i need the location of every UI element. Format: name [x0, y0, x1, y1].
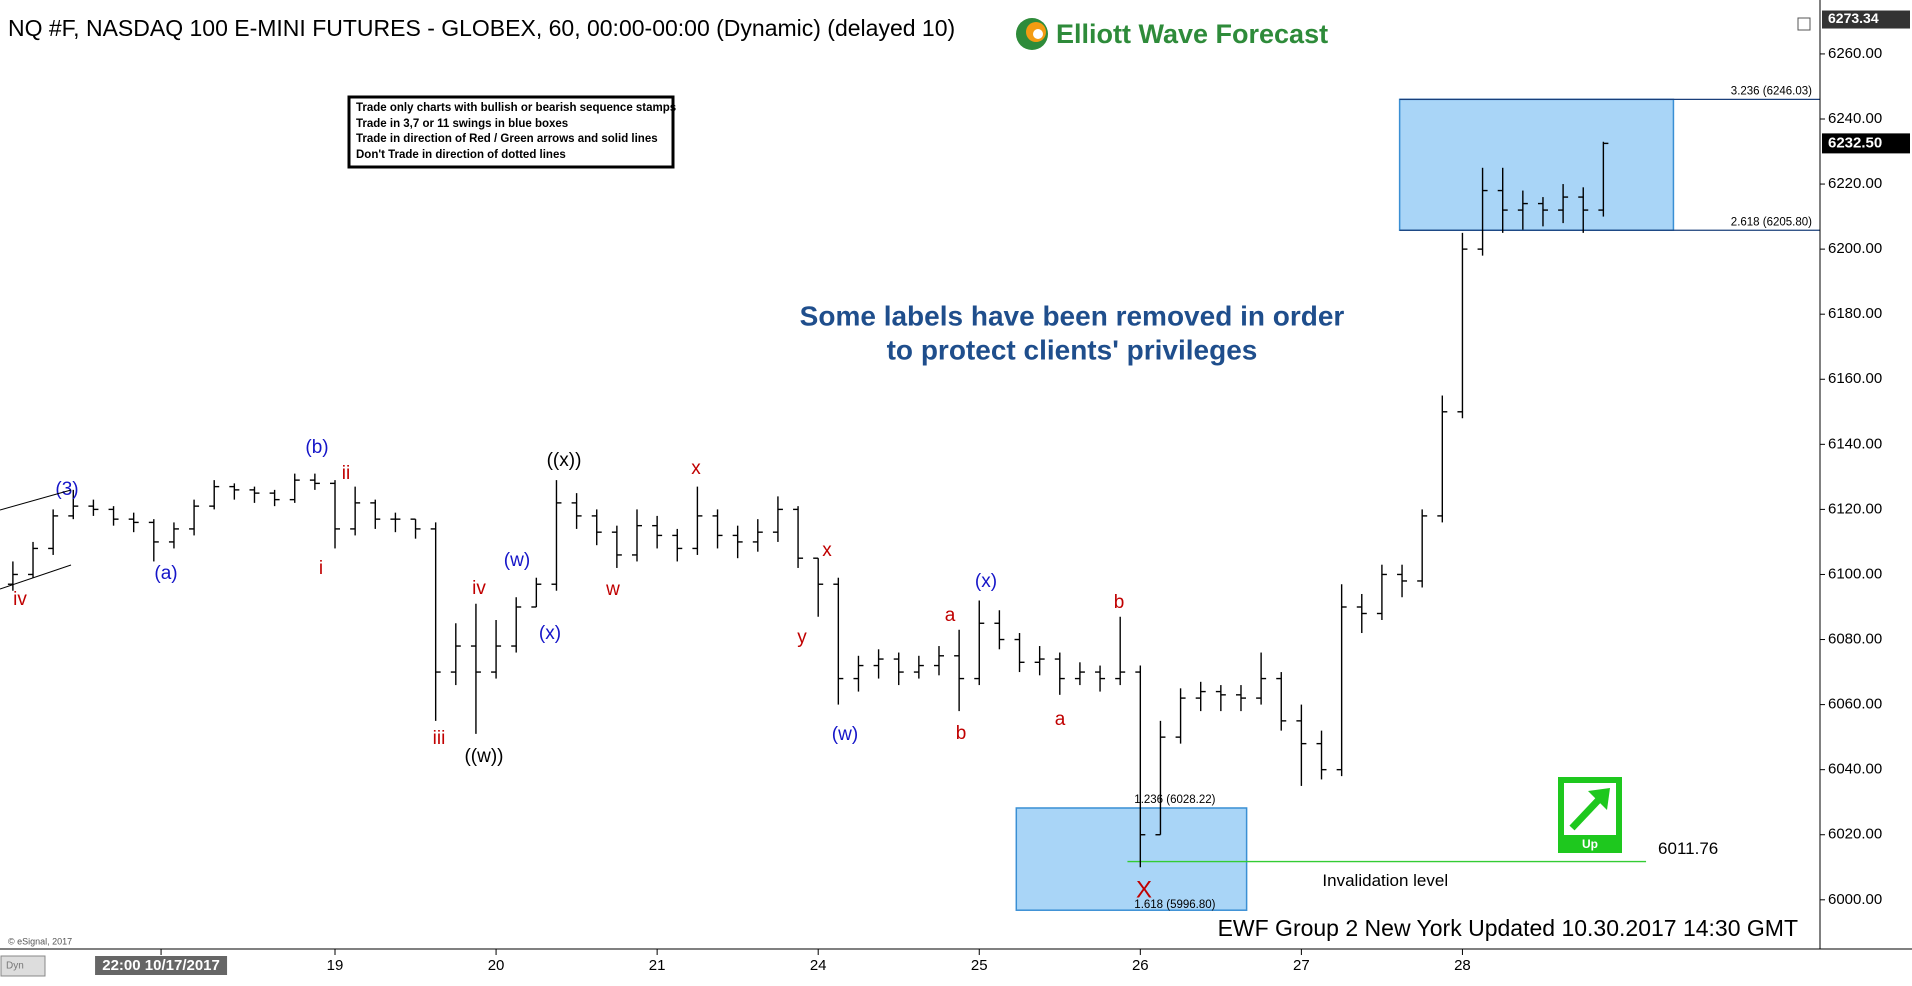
price-tag-bg: [1822, 10, 1910, 29]
target-zone: [1015, 807, 1248, 911]
y-tick-label: 6040.00: [1828, 761, 1882, 778]
wave-label: a: [1055, 709, 1066, 730]
last-price-bg: [1822, 133, 1910, 154]
invalidation-value: 6011.76: [1658, 839, 1718, 858]
wave-label: (3): [55, 479, 78, 500]
logo-text: Elliott Wave Forecast: [1056, 19, 1328, 49]
wave-labels: (3)iv(a)(b)iiiiiiiv((w))(w)(x)((x))wxyx(…: [13, 437, 1152, 903]
axes: 6000.00 6020.00 6040.00 6060.00 6080.00 6100.…: [95, 10, 1910, 975]
rule-text: Trade in 3,7 or 11 swings in blue boxes: [356, 118, 568, 130]
copyright: © eSignal, 2017: [8, 936, 72, 946]
wave-label: ((x)): [547, 450, 582, 471]
rule-text: Trade in direction of Red / Green arrows…: [356, 133, 658, 145]
fib-label: 1.236 (6028.22): [1134, 794, 1215, 806]
mode: Dyn: [6, 961, 24, 972]
x-tick-label-bg: [95, 956, 228, 975]
invalidation-text: Invalidation level: [1322, 871, 1448, 890]
channel-line: [0, 489, 72, 511]
x-tick-label: 28: [1454, 957, 1471, 974]
note: to protect clients' privileges: [887, 334, 1258, 365]
window-icon: [1797, 17, 1811, 31]
channel-line: [0, 564, 72, 590]
price-bars: [7, 141, 1609, 868]
wave-label: (x): [539, 623, 561, 644]
wave-label: y: [797, 627, 807, 648]
y-tick-label: 6140.00: [1828, 435, 1882, 452]
wave-label: iv: [13, 589, 27, 610]
logo-icon: [1033, 29, 1043, 39]
chart-title: NQ #F, NASDAQ 100 E-MINI FUTURES - GLOBE…: [8, 15, 955, 41]
wave-label: iv: [472, 578, 486, 599]
fib-label: 2.618 (6205.80): [1731, 216, 1812, 228]
x-tick-label: 22:00 10/17/2017: [102, 957, 220, 974]
y-tick-label: 6120.00: [1828, 500, 1882, 517]
badge-label: Up: [1582, 837, 1598, 851]
x-tick-label: 19: [327, 957, 344, 974]
y-tick-label: 6080.00: [1828, 630, 1882, 647]
x-tick-label: 27: [1293, 957, 1310, 974]
y-tick-label: 6180.00: [1828, 305, 1882, 322]
wave-label: ((w)): [464, 746, 503, 767]
x-tick-label: 26: [1132, 957, 1149, 974]
y-tick-label: 6160.00: [1828, 370, 1882, 387]
wave-label: (b): [305, 437, 328, 458]
y-tick-label: 6200.00: [1828, 240, 1882, 257]
zones: 3.236 (6246.03) 2.618 (6205.80) 1.236 (602…: [1015, 85, 1820, 911]
wave-label: i: [319, 558, 323, 579]
y-tick-label: 6260.00: [1828, 45, 1882, 62]
y-tick-label: 6240.00: [1828, 110, 1882, 127]
wave-label: b: [1114, 592, 1125, 613]
mode-box: [0, 955, 46, 977]
wave-label: a: [945, 605, 956, 626]
rule-text: Trade only charts with bullish or bearis…: [356, 102, 676, 114]
x-tick-label: 24: [810, 957, 827, 974]
target-zone: [1398, 98, 1675, 232]
x-tick-label: 20: [488, 957, 505, 974]
y-tick-label: 6220.00: [1828, 175, 1882, 192]
y-tick-label: 6000.00: [1828, 891, 1882, 908]
wave-label: iii: [433, 728, 446, 749]
y-tick-label: 6060.00: [1828, 696, 1882, 713]
wave-label: x: [691, 458, 701, 479]
fib-label: 3.236 (6246.03): [1731, 85, 1812, 97]
wave-label: (a): [154, 563, 177, 584]
wave-label: (x): [975, 571, 997, 592]
rules-box: [347, 95, 675, 169]
wave-label: (w): [832, 724, 858, 745]
badge-arrow: [1588, 788, 1610, 810]
wave-label: x: [822, 540, 832, 561]
footer: EWF Group 2 New York Updated 10.30.2017 …: [1218, 915, 1798, 941]
wave-label: w: [605, 579, 620, 600]
x-tick-label: 21: [649, 957, 666, 974]
x-tick-label: 25: [971, 957, 988, 974]
wave-label: (w): [504, 550, 530, 571]
y-tick-label: 6100.00: [1828, 565, 1882, 582]
direction-badge: Up: [1558, 777, 1622, 853]
wave-label: ii: [342, 463, 350, 484]
note: Some labels have been removed in order: [800, 300, 1345, 331]
last-price: 6232.50: [1828, 134, 1882, 151]
price-tag: 6273.34: [1828, 10, 1879, 26]
wave-label: X: [1136, 876, 1152, 903]
wave-label: b: [956, 723, 967, 744]
rule-text: Don't Trade in direction of dotted lines: [356, 149, 566, 161]
logo: Elliott Wave Forecast: [1016, 18, 1328, 50]
y-tick-label: 6020.00: [1828, 826, 1882, 843]
fib-label: 1.618 (5996.80): [1134, 899, 1215, 911]
